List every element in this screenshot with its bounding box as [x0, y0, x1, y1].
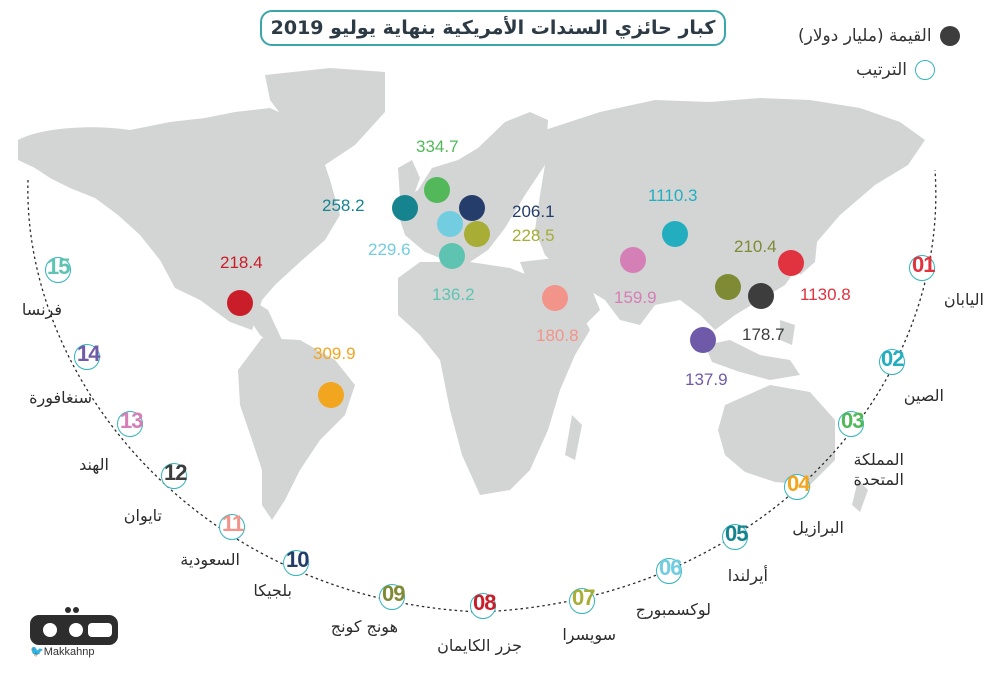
- legend-value: القيمة (مليار دولار): [798, 26, 960, 46]
- rank-circle: [838, 411, 864, 437]
- value-bubble: [464, 221, 490, 247]
- rank-number: 07: [572, 585, 596, 610]
- rank-circle: [161, 463, 187, 489]
- country-name: سويسرا: [562, 625, 616, 644]
- country-name: الهند: [79, 455, 109, 474]
- twitter-handle: 🐦Makkahnp: [30, 645, 94, 658]
- makkah-logo-icon: [30, 607, 118, 645]
- value-label: 159.9: [614, 288, 657, 307]
- country-name: سنغافورة: [29, 388, 92, 407]
- rank-number: 03: [841, 408, 865, 433]
- value-bubble: [662, 221, 688, 247]
- country-name: فرنسا: [21, 300, 62, 319]
- country-name: المملكة المتحدة: [853, 450, 904, 489]
- rank-circle: [470, 593, 496, 619]
- rank-number: 05: [725, 521, 749, 546]
- rank-number: 01: [912, 252, 936, 277]
- rank-number: 12: [164, 460, 188, 485]
- rank-number: 11: [222, 511, 244, 536]
- value-bubble: [715, 274, 741, 300]
- country-name: السعودية: [180, 550, 240, 569]
- rank-number: 14: [77, 341, 101, 366]
- rank-number: 04: [787, 471, 811, 496]
- legend-rank: الترتيب: [856, 60, 935, 80]
- value-bubble: [318, 382, 344, 408]
- rank-circle: [219, 514, 245, 540]
- value-label: 1130.8: [800, 285, 851, 304]
- legend-rank-label: الترتيب: [856, 60, 907, 80]
- country-name: أيرلندا: [727, 566, 768, 585]
- value-bubble: [439, 243, 465, 269]
- rank-number: 09: [382, 581, 406, 606]
- value-bubble: [620, 247, 646, 273]
- value-label: 229.6: [368, 240, 411, 259]
- value-bubble: [459, 195, 485, 221]
- value-label: 309.9: [313, 344, 356, 363]
- value-bubble: [424, 177, 450, 203]
- rank-number: 13: [120, 408, 144, 433]
- rank-number: 15: [47, 254, 71, 279]
- country-name: الصين: [903, 386, 944, 405]
- rank-circle: [569, 588, 595, 614]
- value-bubble: [392, 195, 418, 221]
- country-name: جزر الكايمان: [437, 636, 522, 655]
- rank-circle: [722, 524, 748, 550]
- value-label: 258.2: [322, 196, 365, 215]
- rank-number: 06: [659, 555, 683, 580]
- rank-circle: [909, 255, 935, 281]
- value-label: 178.7: [742, 325, 785, 344]
- rank-circle: [879, 349, 905, 375]
- rank-circle: [784, 474, 810, 500]
- value-label: 136.2: [432, 285, 475, 304]
- value-label: 210.4: [734, 237, 777, 256]
- rank-number: 08: [473, 590, 497, 615]
- legend-rank-dot: [914, 60, 935, 80]
- value-bubble: [748, 283, 774, 309]
- twitter-handle-text: Makkahnp: [43, 646, 95, 658]
- rank-circle: [656, 558, 682, 584]
- country-name: تايوان: [123, 506, 162, 525]
- twitter-icon: 🐦: [30, 646, 44, 658]
- country-name: لوكسمبورج: [635, 600, 711, 619]
- country-name: بلجيكا: [253, 581, 292, 600]
- value-label: 137.9: [685, 370, 728, 389]
- legend-value-dot: [939, 26, 960, 46]
- value-label: 218.4: [220, 253, 263, 272]
- value-label: 180.8: [536, 326, 579, 345]
- rank-circle: [74, 344, 100, 370]
- rank-circle: [283, 550, 309, 576]
- value-label: 1110.3: [648, 186, 698, 205]
- country-name: اليابان: [943, 290, 984, 309]
- value-label: 206.1: [512, 202, 555, 221]
- page-title: كبار حائزي السندات الأمريكية بنهاية يولي…: [260, 10, 726, 46]
- value-bubble: [778, 250, 804, 276]
- rank-circle: [379, 584, 405, 610]
- legend-value-label: القيمة (مليار دولار): [798, 26, 932, 46]
- rank-number: 02: [881, 346, 905, 371]
- value-bubble: [690, 327, 716, 353]
- value-bubble: [437, 211, 463, 237]
- country-name: هونج كونج: [330, 617, 398, 636]
- value-label: 334.7: [416, 137, 459, 156]
- rank-number: 10: [286, 547, 310, 572]
- value-label: 228.5: [512, 226, 555, 245]
- country-name: البرازيل: [792, 518, 844, 537]
- rank-circle: [45, 257, 71, 283]
- rank-circle: [117, 411, 143, 437]
- value-bubble: [227, 290, 253, 316]
- value-bubble: [542, 285, 568, 311]
